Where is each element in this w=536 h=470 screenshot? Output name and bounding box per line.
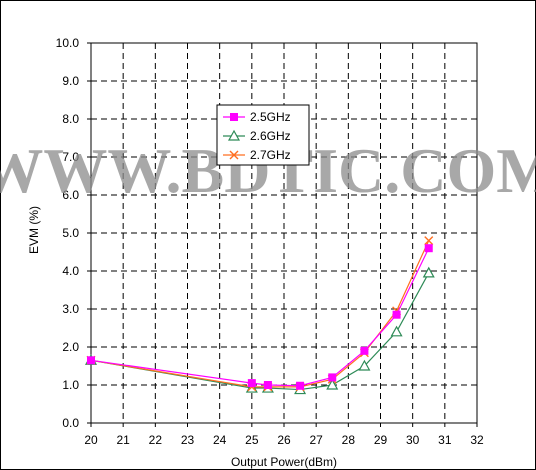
y-tick-label: 0.0 — [62, 416, 79, 430]
data-point — [422, 266, 435, 278]
legend-label: 2.5GHz — [250, 110, 291, 124]
y-tick-label: 1.0 — [62, 378, 79, 392]
x-tick-label: 25 — [245, 433, 259, 447]
data-point — [390, 325, 403, 337]
legend-label: 2.6GHz — [250, 129, 291, 143]
x-tick-label: 30 — [406, 433, 420, 447]
y-tick-label: 8.0 — [62, 112, 79, 126]
y-tick-label: 4.0 — [62, 264, 79, 278]
y-tick-label: 3.0 — [62, 302, 79, 316]
data-point — [263, 381, 272, 389]
y-tick-label: 6.0 — [62, 188, 79, 202]
data-point — [424, 244, 433, 253]
x-tick-label: 20 — [84, 433, 98, 447]
data-series — [84, 236, 435, 395]
data-point — [296, 381, 305, 390]
data-point — [392, 310, 401, 319]
series-2.5GHz — [87, 244, 433, 390]
x-tick-label: 22 — [149, 433, 163, 447]
axis-ticks: 20 21 22 23 24 25 26 27 28 29 30 31 32 0.0 1.0 2.0 3.0 4.… — [56, 36, 484, 447]
y-tick-label: 9.0 — [62, 74, 79, 88]
x-tick-label: 23 — [181, 433, 195, 447]
y-tick-label: 2.0 — [62, 340, 79, 354]
x-axis-title: Output Power(dBm) — [231, 455, 337, 469]
legend-marker — [229, 150, 239, 160]
data-point — [247, 379, 256, 388]
legend-entry: 2.6GHz — [223, 129, 291, 143]
x-tick-label: 24 — [213, 433, 227, 447]
y-axis-title: EVM (%) — [27, 206, 41, 254]
legend: 2.5GHz 2.6GHz 2.7GHz — [216, 104, 310, 166]
y-tick-label: 5.0 — [62, 226, 79, 240]
legend-marker — [230, 113, 238, 121]
data-point — [424, 236, 434, 246]
legend-entry: 2.7GHz — [223, 148, 291, 162]
data-point — [358, 359, 371, 371]
data-point — [326, 378, 339, 390]
data-point — [328, 373, 337, 382]
x-tick-label: 26 — [277, 433, 291, 447]
y-tick-label: 10.0 — [56, 36, 80, 50]
x-tick-label: 32 — [470, 433, 484, 447]
y-tick-label: 7.0 — [62, 150, 79, 164]
legend-label: 2.7GHz — [250, 148, 291, 162]
data-point — [87, 356, 95, 365]
x-tick-label: 27 — [309, 433, 323, 447]
data-point — [360, 346, 369, 355]
legend-entry: 2.5GHz — [223, 110, 291, 124]
x-tick-label: 28 — [342, 433, 356, 447]
x-tick-label: 29 — [374, 433, 388, 447]
x-tick-label: 31 — [438, 433, 452, 447]
legend-marker — [227, 129, 241, 141]
x-tick-label: 21 — [116, 433, 130, 447]
